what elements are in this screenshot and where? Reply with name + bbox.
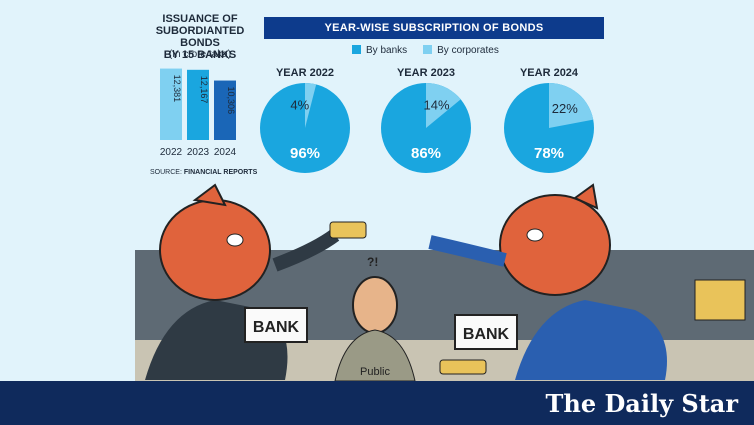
pie-label-banks: 86% bbox=[411, 145, 441, 162]
bar-category-label: 2024 bbox=[214, 147, 237, 158]
brand-logo: The Daily Star bbox=[545, 389, 738, 418]
pie-slice-corporates bbox=[426, 83, 461, 128]
pie-title-2024: YEAR 2024 bbox=[519, 67, 579, 79]
legend-item-banks: By banks bbox=[352, 45, 407, 56]
pie-chart-2022: 4% 96% bbox=[260, 83, 350, 173]
public-body bbox=[334, 329, 416, 381]
left-bank-sign-text: BANK bbox=[253, 319, 300, 336]
pie-title-2023: YEAR 2023 bbox=[396, 67, 456, 79]
pie-label-corporates: 4% bbox=[290, 98, 309, 113]
pie-label-banks: 96% bbox=[290, 145, 320, 162]
source-note: SOURCE: FINANCIAL REPORTS bbox=[150, 169, 258, 176]
bar-value-label: 12,167 bbox=[199, 76, 209, 104]
legend-item-corporates: By corporates bbox=[423, 45, 499, 56]
right-banker-hat bbox=[573, 183, 599, 210]
pie-legend: By banks By corporates bbox=[352, 45, 499, 56]
bar-chart-title: ISSUANCE OF SUBORDIANTED BONDS BY 15 BAN… bbox=[155, 13, 245, 61]
bar-2022 bbox=[160, 68, 182, 140]
bar-value-label: 10,306 bbox=[226, 87, 236, 115]
pie-chart-2024: 22% 78% bbox=[504, 83, 594, 173]
public-label: Public bbox=[360, 366, 390, 378]
bar-category-label: 2022 bbox=[160, 147, 183, 158]
pie-label-corporates: 14% bbox=[424, 98, 450, 113]
right-banker-body bbox=[515, 300, 667, 380]
bar-2023 bbox=[187, 69, 209, 140]
confused-mark: ?! bbox=[367, 255, 378, 269]
right-cash-bundle bbox=[439, 359, 487, 375]
right-banker-arm bbox=[428, 235, 507, 267]
bar-chart-unit: (In crore taka) bbox=[168, 49, 232, 60]
left-banker-eye bbox=[226, 233, 244, 247]
cartoon-illustration: BANK Public ?! BANK bbox=[135, 183, 754, 381]
left-bank-sign bbox=[244, 307, 308, 343]
right-banker-eye bbox=[526, 228, 544, 242]
left-cash-bundle bbox=[329, 221, 367, 239]
right-bank-sign bbox=[454, 314, 518, 350]
left-banker-head bbox=[159, 199, 271, 301]
pie-label-corporates: 22% bbox=[552, 101, 578, 116]
bar-chart: 12,381 2022 12,167 2023 10,306 2024 bbox=[160, 68, 237, 158]
bar-category-label: 2023 bbox=[187, 147, 210, 158]
right-banker-head bbox=[499, 194, 611, 296]
right-bank-sign-text: BANK bbox=[463, 326, 510, 343]
public-head bbox=[352, 276, 398, 334]
pie-chart-2023: 14% 86% bbox=[381, 83, 471, 173]
pie-slice-corporates bbox=[305, 83, 317, 128]
bar-value-label: 12,381 bbox=[172, 75, 182, 103]
pie-label-banks: 78% bbox=[534, 145, 564, 162]
footer-bar bbox=[0, 381, 754, 425]
legend-swatch-banks bbox=[352, 45, 361, 54]
right-cash-stack bbox=[694, 279, 746, 321]
pie-title-2022: YEAR 2022 bbox=[275, 67, 335, 79]
legend-swatch-corporates bbox=[423, 45, 433, 54]
bar-2024 bbox=[214, 80, 236, 140]
pie-section-header: YEAR-WISE SUBSCRIPTION OF BONDS bbox=[264, 17, 604, 39]
left-banker-hat bbox=[192, 183, 227, 207]
pie-slice-corporates bbox=[549, 83, 594, 128]
